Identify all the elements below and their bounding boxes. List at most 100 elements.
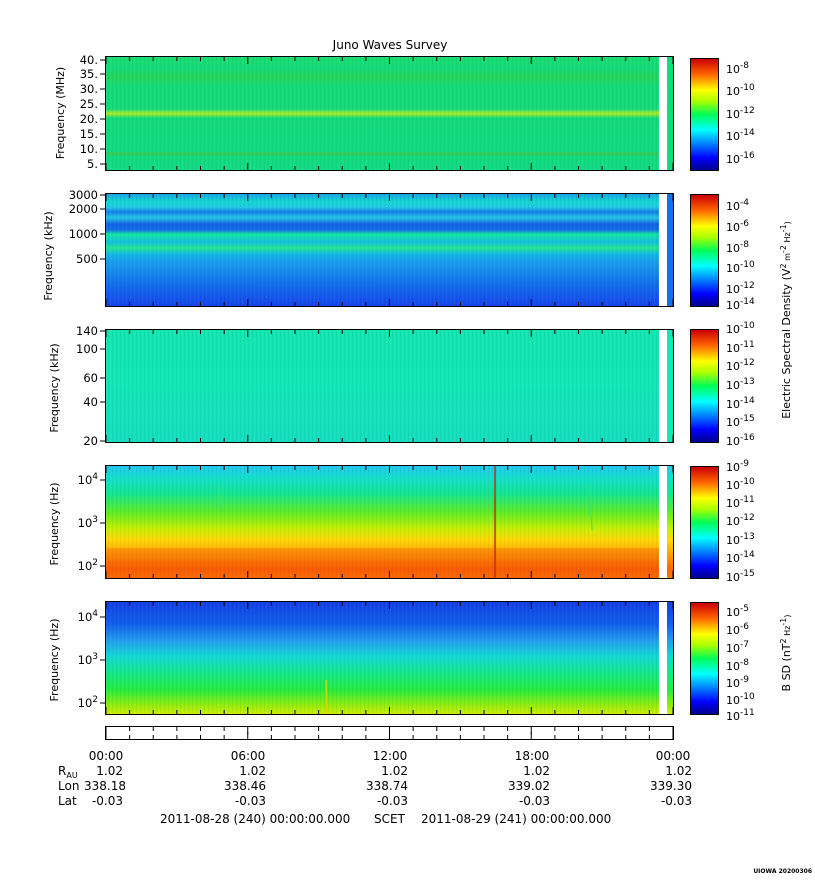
colorbar-tick-label: 10-10 <box>726 477 755 492</box>
colorbar-tick-label: 10-6 <box>726 219 749 234</box>
colorbar-tick-label: 10-12 <box>726 281 755 296</box>
panel-1-ytick-label: 30. <box>80 82 98 96</box>
colorbar-tick-label: 10-4 <box>726 198 749 213</box>
colorbar-tick-label: 10-8 <box>726 61 749 76</box>
colorbar-tick-label: 10-8 <box>726 240 749 255</box>
ephemeris-value: -0.03 <box>377 794 408 808</box>
panel-1-ytick-label: 40. <box>80 53 98 67</box>
panel-5-ytick-label: 104 <box>78 609 99 624</box>
panel-1-ytick-label: 25. <box>80 97 98 111</box>
x-tick-label: 00:00 <box>656 749 691 763</box>
x-tick-label: 00:00 <box>89 749 124 763</box>
colorbar-tick-label: 10-14 <box>726 297 755 312</box>
panel-5-frame <box>105 601 674 715</box>
panel-5-ytick-label: 102 <box>78 695 98 710</box>
panel-2-ylabel: Frequency (kHz) <box>42 211 55 300</box>
colorbar-tick-label: 10-14 <box>726 128 755 143</box>
ephemeris-value: -0.03 <box>661 794 692 808</box>
panel-1-edge-strip <box>667 57 673 170</box>
colorbar-tick-label: 10-11 <box>726 495 755 510</box>
panel-2-colorbar: 10-4 10-6 10-8 10-10 10-12 10-14 <box>690 194 755 312</box>
ephemeris-value: 1.02 <box>381 764 408 778</box>
colorbar-tick-label: 10-11 <box>726 708 755 723</box>
colorbar-tick-label: 10-9 <box>726 675 749 690</box>
panel-2-yticks <box>100 194 106 260</box>
panel-2-data-gap <box>659 194 667 306</box>
start-time-label: 2011-08-28 (240) 00:00:00.000 <box>160 812 350 826</box>
ephemeris-value: -0.03 <box>519 794 550 808</box>
panel-2-ytick-label: 1000 <box>69 227 98 241</box>
panel-3-ytick-label: 40 <box>83 395 98 409</box>
panel-4: 104 103 102 Frequency (Hz) 10-9 10-10 10… <box>48 459 755 584</box>
x-tick-label: 12:00 <box>373 749 408 763</box>
panel-1-ytick-label: 10. <box>80 142 98 156</box>
chart-title: Juno Waves Survey <box>332 38 448 52</box>
colorbar-tick-label: 10-13 <box>726 377 755 392</box>
panel-3-yticks <box>100 330 106 442</box>
ephemeris-value: 1.02 <box>523 764 550 778</box>
colorbar-tick-label: 10-10 <box>726 692 755 707</box>
panel-4-yticks <box>100 479 106 567</box>
panel-1-ytick-label: 15. <box>80 127 98 141</box>
panel-5-yticks <box>100 616 106 704</box>
panel-4-data-gap <box>659 466 667 578</box>
ephemeris-row-label: Lon <box>58 779 79 793</box>
panel-4-ytick-label: 104 <box>78 472 99 487</box>
colorbar-tick-label: 10-12 <box>726 513 755 528</box>
colorbar-tick-label: 10-6 <box>726 622 749 637</box>
panel-1-ylabel: Frequency (MHz) <box>54 67 67 159</box>
ephemeris-row-label: Lat <box>58 794 77 808</box>
panel-3-data-gap <box>659 330 667 442</box>
panel-2-ytick-label: 3000 <box>69 188 98 202</box>
panel-2-edge-strip <box>667 194 673 306</box>
ephemeris-row-label-sub: AU <box>66 771 77 780</box>
colorbar-tick-label: 10-13 <box>726 532 755 547</box>
panel-3-ytick-label: 60 <box>83 371 98 385</box>
panel-1-colorbar: 10-8 10-10 10-12 10-14 10-16 <box>690 58 755 171</box>
colorbar-tick-label: 10-11 <box>726 340 755 355</box>
end-time-label: 2011-08-29 (241) 00:00:00.000 <box>421 812 611 826</box>
panel-3-ytick-label: 100 <box>76 342 98 356</box>
ephemeris-value: -0.03 <box>92 794 123 808</box>
ephemeris-value: 1.02 <box>665 764 692 778</box>
colorbar-tick-label: 10-12 <box>726 106 755 121</box>
ephemeris-value: -0.03 <box>235 794 266 808</box>
panel-4-ylabel: Frequency (Hz) <box>48 483 61 566</box>
panel-3-colorbar: 10-10 10-11 10-12 10-13 10-14 10-15 10-1… <box>690 321 755 448</box>
ephemeris-value: 1.02 <box>96 764 123 778</box>
panel-3-ytick-label: 140 <box>76 324 98 338</box>
ephemeris-value: 339.30 <box>650 779 692 793</box>
panel-1: 40. 35. 30. 25. 20. 15. 10. 5. Frequency… <box>54 53 755 171</box>
panel-4-ytick-label: 102 <box>78 558 98 573</box>
ephemeris-value: 338.46 <box>224 779 266 793</box>
panel-1-ytick-label: 20. <box>80 112 98 126</box>
panel-3-frame <box>105 329 674 443</box>
panel-4-low-freq-band <box>106 548 659 578</box>
colorbar-tick-label: 10-5 <box>726 604 749 619</box>
ephemeris-value: 1.02 <box>239 764 266 778</box>
colorbar-tick-label: 10-8 <box>726 658 749 673</box>
colorbar-tick-label: 10-15 <box>726 569 755 584</box>
panel-2-ytick-label: 2000 <box>69 202 98 216</box>
x-tick-label: 18:00 <box>515 749 550 763</box>
panel-3-edge-strip <box>667 330 673 442</box>
panel-4-edge-strip <box>667 466 673 578</box>
scet-label: SCET <box>374 812 406 826</box>
panel-5-data-gap <box>659 602 667 714</box>
magnetic-colorbar-label: B SD (nT2 Hz-1) <box>779 615 793 692</box>
panel-5-edge-strip <box>667 602 673 714</box>
colorbar-tick-label: 10-12 <box>726 358 755 373</box>
panel-4-ytick-label: 103 <box>78 515 98 530</box>
panel-2-ytick-label: 500 <box>76 252 98 266</box>
panel-3-ytick-label: 20 <box>83 434 98 448</box>
panel-5-ytick-label: 103 <box>78 652 98 667</box>
panel-2-frame <box>105 193 674 307</box>
ephemeris-row-label: RAU <box>58 764 78 780</box>
panel-1-data-gap <box>659 57 667 170</box>
electric-colorbar-label: Electric Spectral Density (V2 m-2 Hz-1) <box>779 221 793 419</box>
panel-5-colorbar: 10-5 10-6 10-7 10-8 10-9 10-10 10-11 <box>690 602 755 723</box>
panel-5: 104 103 102 Frequency (Hz) 10-5 10-6 10-… <box>48 601 755 723</box>
ephemeris-table: RAU Lon Lat 1.02 1.02 1.02 1.02 1.02 338… <box>58 764 692 808</box>
panel-4-frame <box>105 465 674 579</box>
